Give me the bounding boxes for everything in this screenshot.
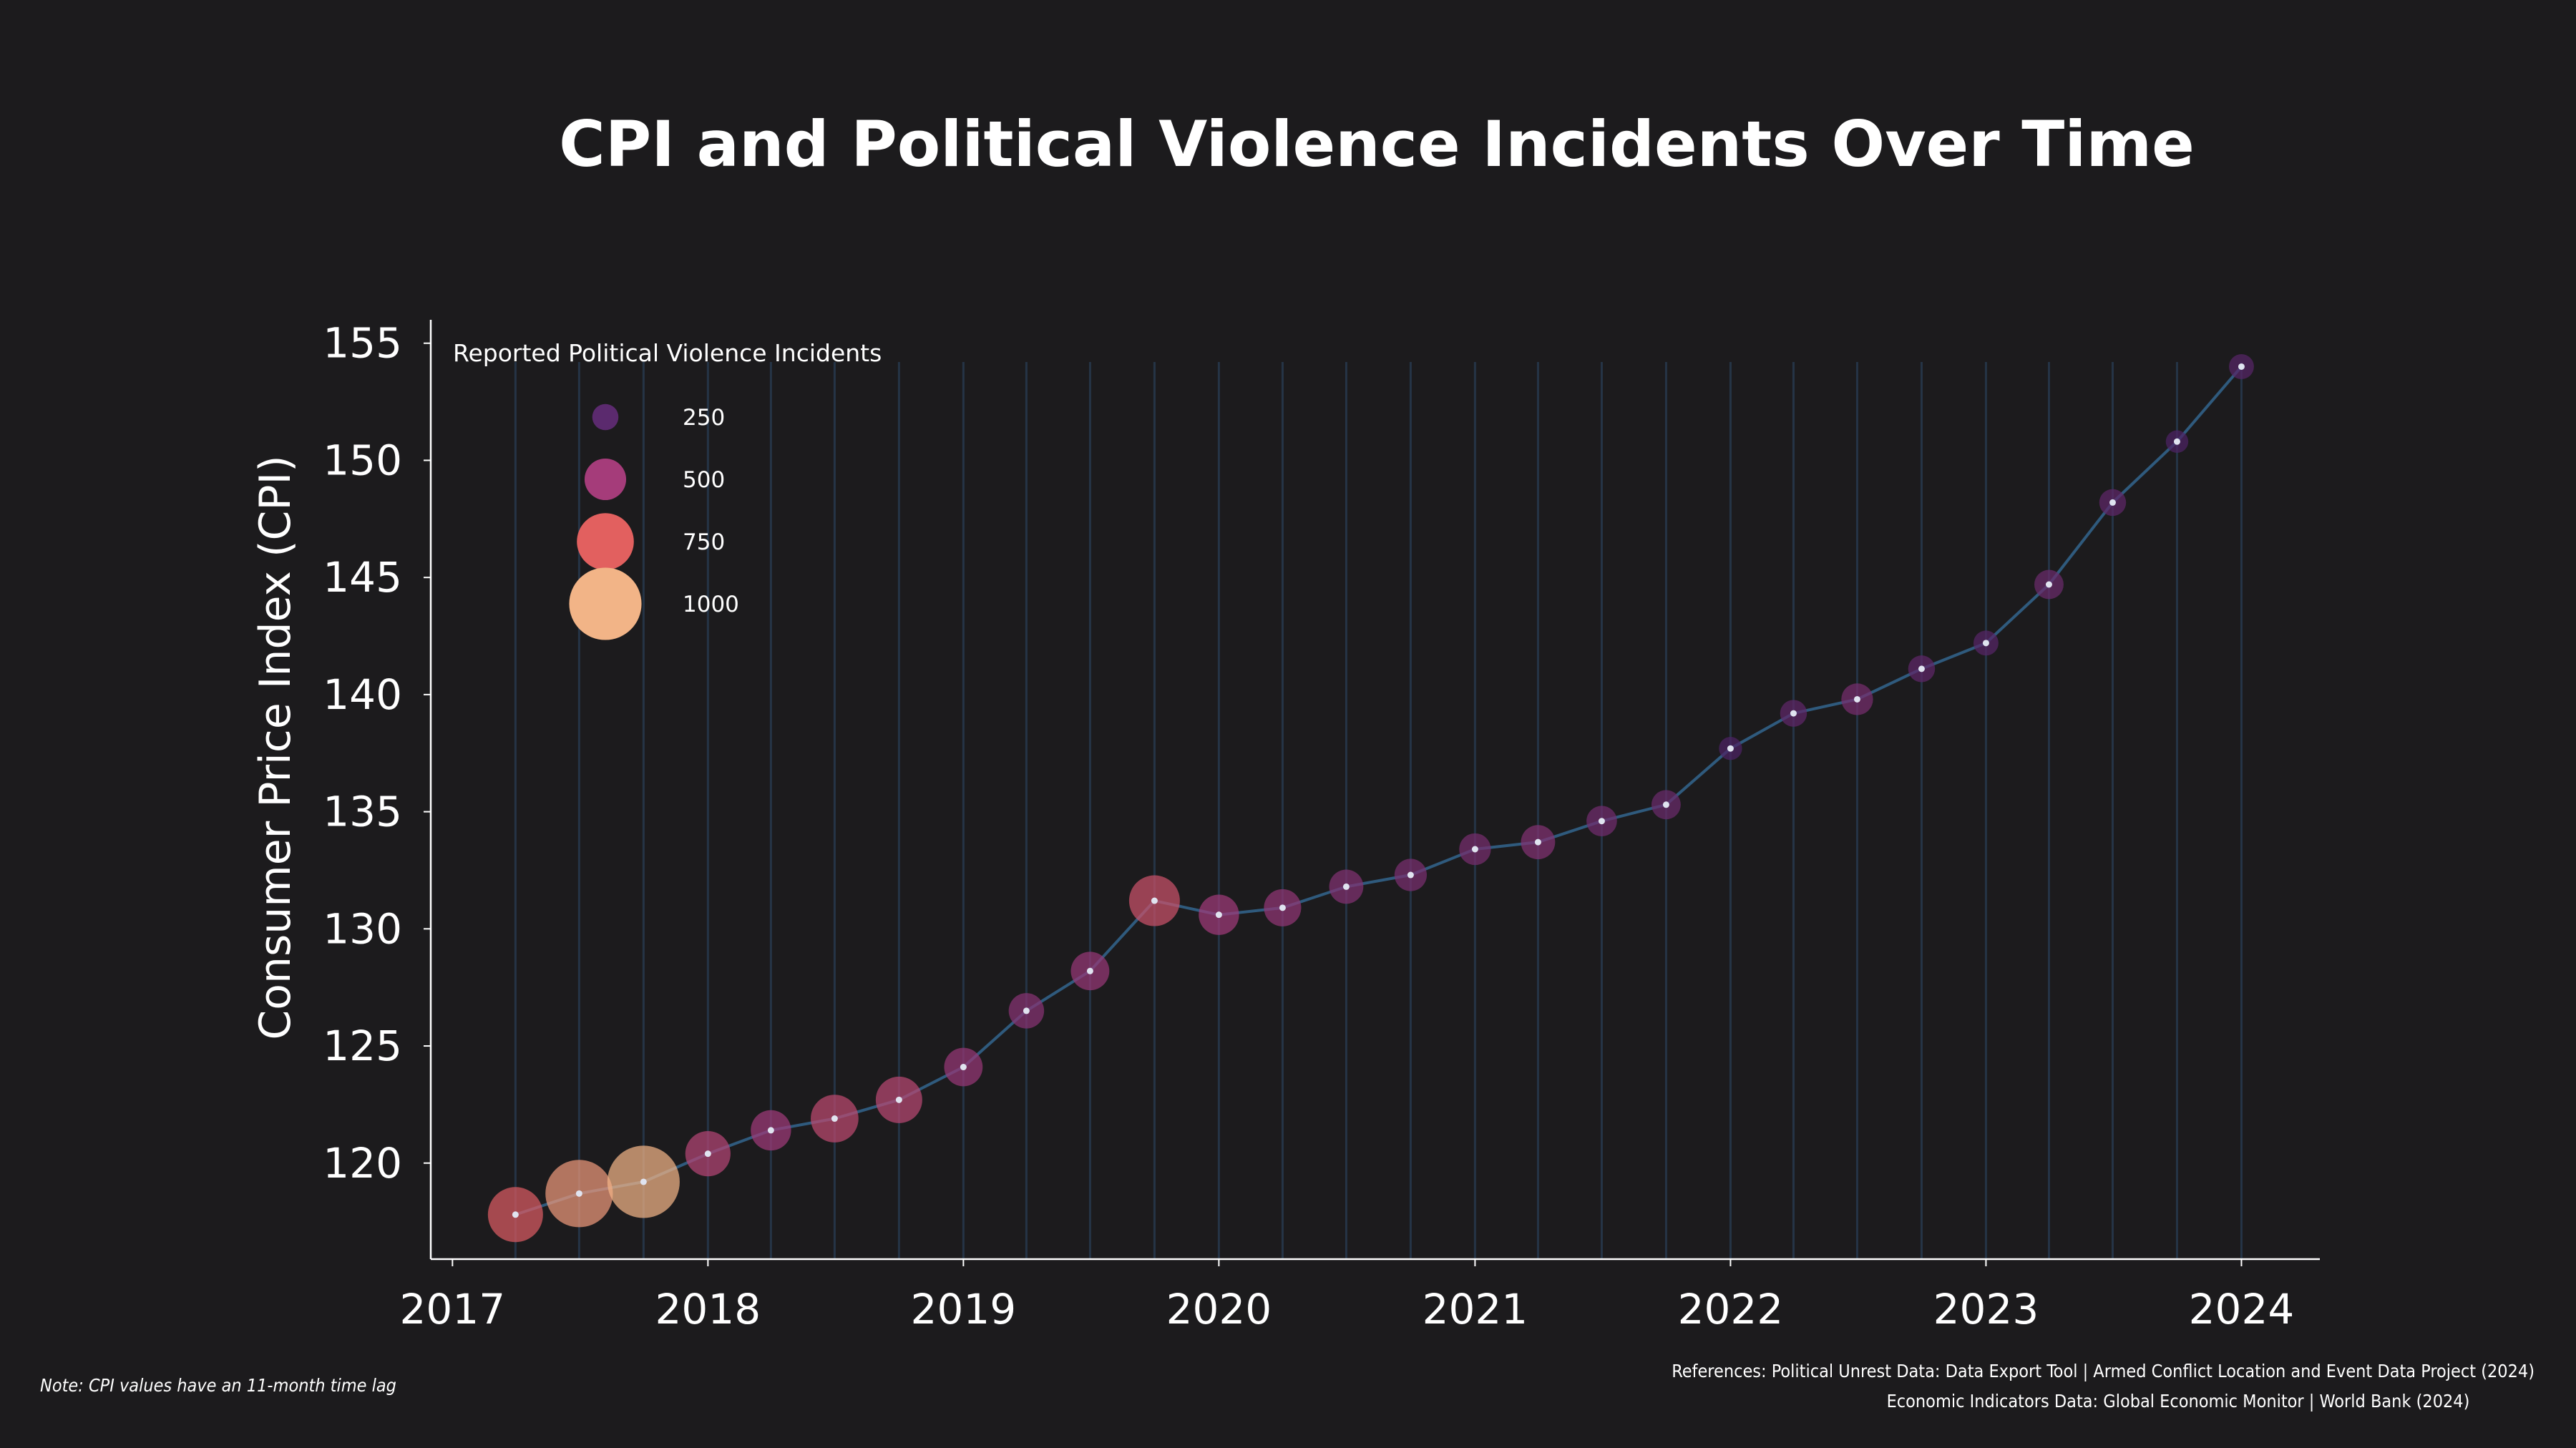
cpi-point [2238,363,2245,370]
legend-marker [569,567,642,640]
x-tick-label: 2021 [1423,1285,1528,1334]
cpi-series-line [514,366,2243,1216]
cpi-point [2173,438,2180,445]
cpi-point [1982,640,1989,647]
cpi-point [1151,897,1158,904]
y-axis-label: Consumer Price Index (CPI) [250,455,301,1039]
y-tick-label: 150 [323,436,402,484]
cpi-point [1598,818,1605,825]
cpi-point [640,1178,647,1185]
time-lag-note: Note: CPI values have an 11-month time l… [40,1375,396,1396]
y-tick-label: 140 [323,670,402,719]
cpi-point [1662,801,1669,808]
cpi-point [1534,838,1541,846]
x-tick-label: 2018 [655,1285,761,1334]
cpi-point [1918,665,1925,672]
cpi-point [1853,695,1860,703]
cpi-point [1727,745,1734,752]
y-tick-label: 155 [323,319,402,368]
x-tick-label: 2024 [2189,1285,2295,1334]
x-tick-label: 2020 [1166,1285,1272,1334]
cpi-point [960,1064,967,1071]
cpi-point [1471,846,1478,853]
legend-marker [592,403,619,431]
legend-label: 1000 [683,592,739,617]
x-tick-label: 2019 [911,1285,1017,1334]
cpi-point [2109,499,2116,506]
cpi-point [512,1211,519,1218]
y-tick-label: 120 [323,1139,402,1188]
legend-marker [584,458,627,501]
chart-title: CPI and Political Violence Incidents Ove… [559,107,2195,181]
y-tick-label: 145 [323,553,402,602]
legend-title: Reported Political Violence Incidents [453,339,882,367]
legend-label: 750 [683,529,725,555]
axes: 120 125 130 135 140 145 150 155 2017 2018 2019 2020… [323,319,2320,1334]
data-points [487,354,2254,1243]
cpi-line [514,366,2243,1216]
x-tick-label: 2017 [400,1285,506,1334]
cpi-point [704,1150,711,1158]
y-tick-label: 135 [323,788,402,836]
y-tick-label: 130 [323,904,402,953]
cpi-point [1279,904,1286,911]
references-line-2: Economic Indicators Data: Global Economi… [1887,1391,2470,1412]
legend-label: 250 [683,405,725,431]
legend: Reported Political Violence Incidents 25… [453,339,882,640]
cpi-point [831,1115,838,1122]
cpi-point [1407,871,1414,879]
cpi-point [1790,710,1797,717]
legend-marker [577,513,634,570]
x-tick-label: 2022 [1678,1285,1784,1334]
legend-label: 500 [683,467,725,493]
cpi-point [2045,581,2052,588]
references-line-1: References: Political Unrest Data: Data … [1672,1361,2534,1381]
cpi-point [767,1127,774,1134]
x-tick-label: 2023 [1933,1285,2039,1334]
cpi-point [1342,883,1350,890]
cpi-point [575,1190,582,1197]
cpi-point [895,1096,902,1103]
y-tick-label: 125 [323,1022,402,1070]
cpi-point [1023,1007,1030,1014]
cpi-point [1215,911,1222,919]
cpi-point [1086,967,1093,974]
